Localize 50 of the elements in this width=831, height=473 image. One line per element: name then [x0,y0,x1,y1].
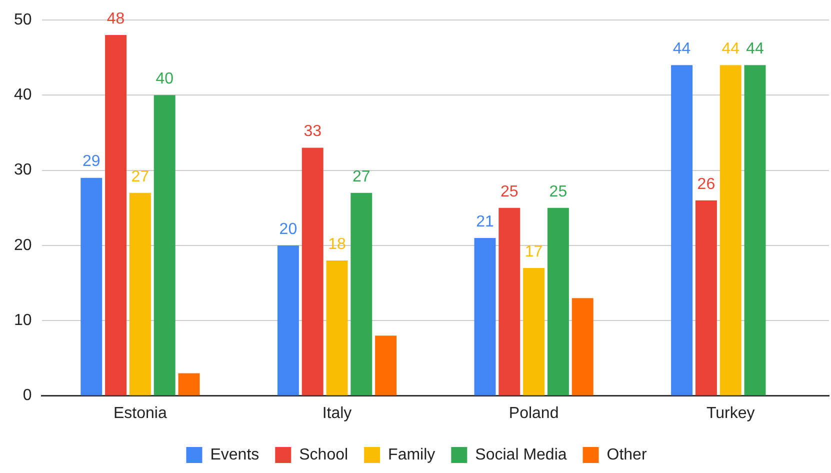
bar [277,245,299,396]
bar [720,65,742,396]
bar [129,192,151,396]
bar [154,95,176,396]
x-tick-label: Poland [508,404,559,422]
bar [547,208,569,396]
y-tick-label: 40 [14,86,32,104]
data-label: 44 [746,40,764,58]
bar [498,208,520,396]
bar [375,336,397,396]
bar [80,178,102,396]
data-label: 40 [156,70,174,88]
data-label: 18 [328,236,346,253]
bar [523,268,545,396]
y-tick-label: 0 [22,387,32,404]
bar [178,373,200,396]
data-label: 29 [82,153,100,170]
legend-label: School [299,446,348,464]
x-tick-label: Turkey [706,404,755,422]
y-tick-label: 50 [14,11,32,28]
bar [572,298,594,396]
data-label: 21 [476,213,494,230]
y-tick-label: 10 [14,312,32,330]
bar [105,35,127,396]
legend-label: Events [210,446,260,464]
bar [326,260,348,396]
data-label: 44 [672,40,691,58]
data-label: 27 [352,168,370,186]
y-tick-label: 20 [14,236,32,254]
x-tick-label: Italy [322,404,352,422]
data-label: 26 [697,176,716,193]
bar [474,238,496,396]
data-label: 17 [524,243,543,260]
legend-label: Social Media [475,446,567,464]
bar [671,65,693,396]
data-label: 44 [722,40,740,58]
bar [350,192,372,396]
data-label: 25 [549,183,568,200]
legend-label: Other [606,446,648,464]
data-label: 48 [106,10,125,28]
data-label: 25 [500,183,518,200]
data-label: 20 [279,220,298,238]
bar [744,65,766,396]
data-label: 33 [304,123,322,140]
legend-label: Family [388,446,436,464]
x-tick-label: Estonia [114,404,167,422]
bar [695,200,717,396]
y-tick-label: 30 [14,162,32,179]
data-label: 27 [131,168,150,186]
bar [302,148,324,396]
